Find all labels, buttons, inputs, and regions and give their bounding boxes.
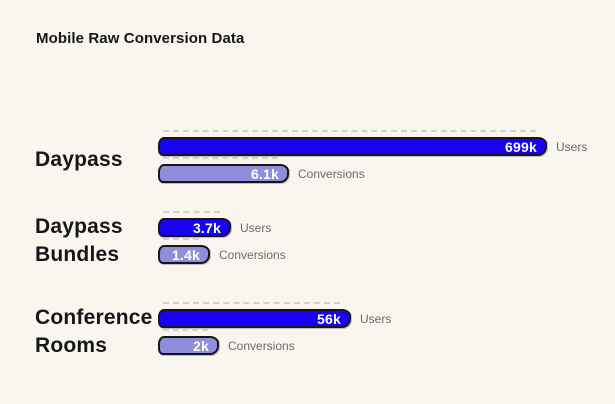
- conversions-row: 1.4k Conversions: [158, 238, 286, 264]
- series-label-users: Users: [360, 311, 392, 326]
- bar-value: 2k: [193, 337, 209, 354]
- bar-value: 56k: [317, 310, 341, 327]
- chart-title: Mobile Raw Conversion Data: [36, 30, 245, 47]
- users-bar: 56k: [158, 302, 351, 328]
- users-row: 3.7k Users: [158, 211, 286, 237]
- conversions-bar: 2k: [158, 329, 219, 355]
- conversions-bar: 6.1k: [158, 157, 289, 183]
- conversions-row: 6.1k Conversions: [158, 157, 587, 183]
- users-row: 699k Users: [158, 130, 588, 156]
- series-label-conversions: Conversions: [298, 166, 365, 181]
- bar-stack: 56k Users 2k Conversions: [158, 302, 392, 355]
- bar-stack: 3.7k Users 1.4k Conversions: [158, 211, 286, 264]
- bar-value: 699k: [505, 138, 537, 155]
- chart-group-daypass: Daypass 699k Users 6.1k Conversions: [0, 130, 615, 183]
- bar-value: 3.7k: [192, 219, 221, 236]
- users-row: 56k Users: [158, 302, 392, 328]
- series-label-conversions: Conversions: [219, 247, 286, 262]
- bar-value: 6.1k: [250, 165, 279, 182]
- series-label-conversions: Conversions: [228, 338, 295, 353]
- bar-stack: 699k Users 6.1k Conversions: [158, 130, 588, 183]
- users-bar: 3.7k: [158, 211, 231, 237]
- category-label: Daypass: [35, 148, 123, 171]
- chart-group-daypass-bundles: Daypass Bundles 3.7k Users 1.4k Conversi…: [0, 211, 615, 266]
- category-label: Conference Rooms: [35, 306, 153, 357]
- conversions-bar: 1.4k: [158, 238, 210, 264]
- chart-group-conference-rooms: Conference Rooms 56k Users 2k Conversion…: [0, 302, 615, 357]
- conversions-row: 2k Conversions: [158, 329, 391, 355]
- series-label-users: Users: [556, 139, 588, 154]
- bar-value: 1.4k: [171, 246, 200, 263]
- series-label-users: Users: [240, 220, 272, 235]
- users-bar: 699k: [158, 130, 547, 156]
- category-label: Daypass Bundles: [35, 215, 123, 266]
